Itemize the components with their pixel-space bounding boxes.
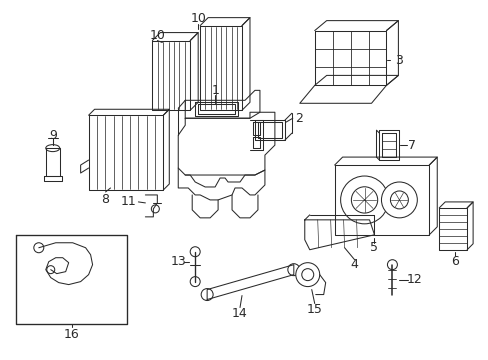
Circle shape (190, 247, 200, 257)
Text: 3: 3 (395, 54, 403, 67)
Text: 8: 8 (102, 193, 109, 206)
Circle shape (201, 289, 213, 301)
Circle shape (34, 243, 44, 253)
Text: 14: 14 (232, 307, 247, 320)
Circle shape (381, 182, 416, 218)
Circle shape (295, 263, 319, 287)
Text: 9: 9 (49, 129, 57, 142)
Text: 16: 16 (63, 328, 80, 341)
Text: 6: 6 (450, 255, 458, 268)
Text: 11: 11 (121, 195, 136, 208)
Text: 15: 15 (306, 303, 322, 316)
Circle shape (340, 176, 387, 224)
Text: 7: 7 (407, 139, 415, 152)
Circle shape (301, 269, 313, 280)
Circle shape (190, 276, 200, 287)
Text: 13: 13 (170, 255, 186, 268)
Text: 4: 4 (350, 258, 358, 271)
Circle shape (47, 266, 55, 274)
Text: 1: 1 (211, 84, 219, 97)
Circle shape (386, 260, 397, 270)
Circle shape (351, 187, 377, 213)
Text: 10: 10 (190, 12, 206, 25)
Text: 12: 12 (406, 273, 421, 286)
Circle shape (287, 264, 299, 276)
Ellipse shape (46, 145, 60, 152)
Text: 10: 10 (149, 29, 165, 42)
Text: 5: 5 (370, 241, 378, 254)
Text: 2: 2 (294, 112, 302, 125)
Circle shape (151, 205, 159, 213)
Circle shape (389, 191, 407, 209)
